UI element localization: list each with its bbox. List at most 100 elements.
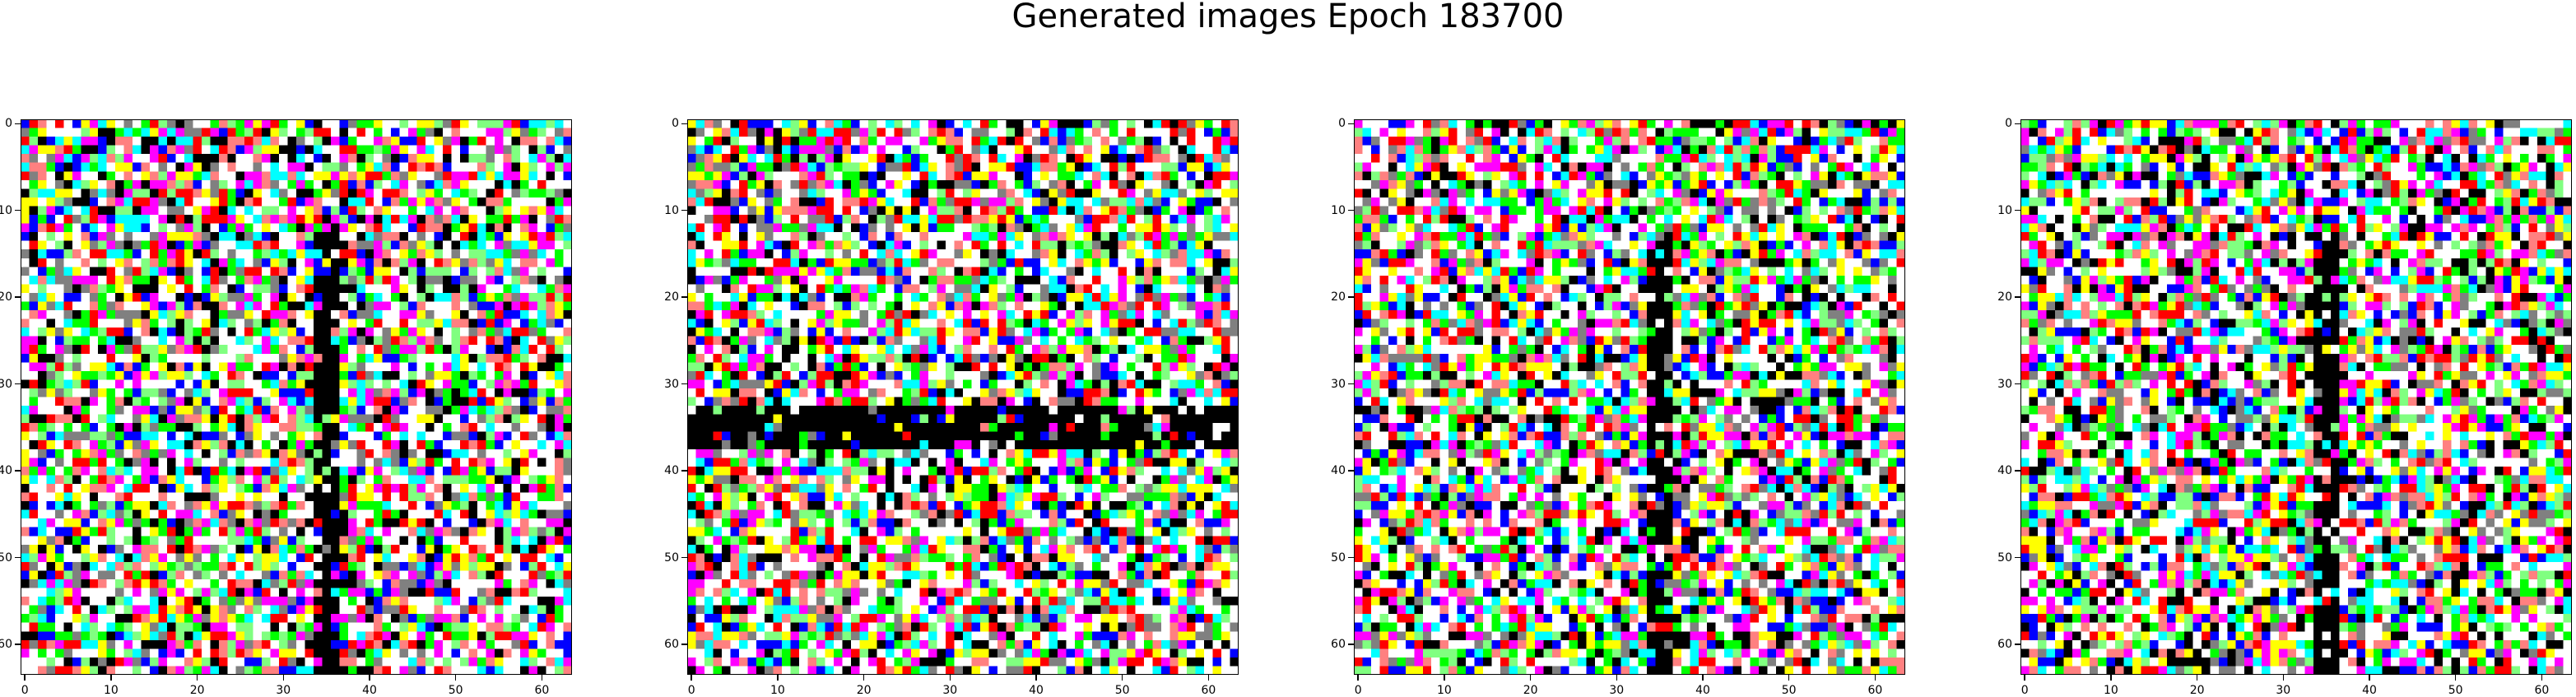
x-tick-label: 40 [1695, 684, 1710, 697]
x-tick-mark [196, 675, 198, 681]
y-tick-label: 30 [664, 377, 679, 391]
y-tick-mark [1348, 556, 1354, 559]
x-tick-mark [2024, 675, 2025, 681]
y-tick-mark [15, 470, 21, 472]
y-tick-label: 0 [2005, 117, 2012, 131]
y-tick-mark [1348, 470, 1354, 472]
y-tick-mark [2015, 296, 2020, 298]
x-tick-label: 10 [2104, 684, 2118, 697]
y-tick-mark [681, 383, 687, 385]
y-tick-mark [1348, 209, 1354, 211]
x-tick-label: 10 [770, 684, 785, 697]
y-tick-label: 20 [1997, 290, 2012, 304]
x-tick-mark [2369, 675, 2370, 681]
x-tick-mark [1207, 675, 1210, 681]
x-tick-mark [2110, 675, 2112, 681]
y-tick-label: 50 [1997, 551, 2012, 565]
x-tick-mark [369, 675, 370, 681]
x-tick-label: 0 [1354, 684, 1362, 697]
x-tick-label: 20 [189, 684, 205, 697]
y-tick-label: 50 [664, 551, 679, 565]
figure-title: Generated images Epoch 183700 [1011, 0, 1565, 35]
x-tick-mark [1616, 675, 1618, 681]
y-tick-mark [1348, 123, 1354, 125]
y-tick-label: 60 [1331, 638, 1346, 652]
y-tick-label: 30 [1997, 377, 2012, 391]
x-tick-label: 20 [1523, 684, 1538, 697]
y-tick-mark [2015, 556, 2020, 559]
y-tick-label: 10 [1997, 203, 2012, 217]
x-tick-mark [110, 675, 112, 681]
y-tick-label: 30 [1331, 377, 1346, 391]
x-tick-mark [2541, 675, 2543, 681]
y-tick-label: 40 [0, 464, 12, 478]
x-tick-mark [1874, 675, 1876, 681]
x-tick-label: 40 [1029, 684, 1044, 697]
x-tick-mark [1444, 675, 1445, 681]
axes-frame [2020, 119, 2572, 675]
y-tick-label: 40 [664, 464, 679, 478]
y-tick-mark [681, 644, 687, 645]
x-tick-label: 60 [1867, 684, 1883, 697]
generated-image-3 [1354, 119, 1905, 675]
x-tick-label: 0 [2020, 684, 2029, 697]
x-tick-mark [282, 675, 285, 681]
x-tick-mark [541, 675, 543, 681]
x-tick-label: 60 [534, 684, 550, 697]
x-tick-mark [949, 675, 951, 681]
y-tick-mark [15, 556, 21, 559]
x-tick-mark [2196, 675, 2198, 681]
y-tick-label: 0 [5, 117, 12, 131]
x-tick-mark [863, 675, 865, 681]
y-tick-mark [2015, 644, 2020, 645]
y-tick-mark [15, 123, 21, 125]
x-tick-label: 40 [2362, 684, 2377, 697]
x-tick-label: 60 [2534, 684, 2550, 697]
y-tick-label: 60 [1997, 638, 2012, 652]
x-tick-label: 30 [1609, 684, 1625, 697]
x-tick-label: 40 [362, 684, 377, 697]
y-tick-label: 20 [1331, 290, 1346, 304]
x-tick-mark [1035, 675, 1037, 681]
y-tick-mark [1348, 383, 1354, 385]
generated-image-panel-2: 0 10 20 30 40 50 60 0 10 20 30 40 50 60 [664, 118, 1239, 696]
y-tick-label: 60 [0, 638, 12, 652]
x-tick-label: 0 [21, 684, 29, 697]
generated-image-4 [2020, 119, 2572, 675]
y-tick-mark [681, 209, 687, 211]
y-tick-label: 10 [0, 203, 12, 217]
y-tick-mark [2015, 209, 2020, 211]
x-tick-label: 10 [1437, 684, 1452, 697]
x-tick-label: 20 [856, 684, 872, 697]
x-tick-label: 30 [2276, 684, 2291, 697]
x-tick-mark [2282, 675, 2285, 681]
y-tick-mark [681, 296, 687, 298]
y-tick-mark [15, 644, 21, 645]
y-tick-label: 40 [1997, 464, 2012, 478]
y-tick-label: 20 [0, 290, 12, 304]
x-tick-label: 0 [687, 684, 695, 697]
y-tick-mark [681, 470, 687, 472]
y-tick-label: 60 [664, 638, 679, 652]
generated-image-panel-4: 0 10 20 30 40 50 60 0 10 20 30 40 50 60 [1997, 118, 2572, 696]
x-tick-label: 50 [448, 684, 463, 697]
y-tick-mark [2015, 123, 2020, 125]
y-tick-mark [681, 123, 687, 125]
x-tick-mark [1121, 675, 1123, 681]
y-tick-mark [15, 296, 21, 298]
x-tick-mark [1788, 675, 1790, 681]
y-tick-label: 10 [1331, 203, 1346, 217]
axes-frame [687, 119, 1239, 675]
x-tick-mark [2454, 675, 2457, 681]
x-tick-label: 50 [1114, 684, 1130, 697]
x-tick-label: 20 [2189, 684, 2205, 697]
y-tick-label: 20 [664, 290, 679, 304]
y-tick-mark [2015, 383, 2020, 385]
y-tick-label: 50 [1331, 551, 1346, 565]
y-tick-label: 10 [664, 203, 679, 217]
x-tick-label: 30 [276, 684, 291, 697]
generated-image-panel-3: 0 10 20 30 40 50 60 0 10 20 30 40 50 60 [1331, 118, 1905, 696]
x-tick-mark [777, 675, 779, 681]
x-tick-mark [690, 675, 692, 681]
x-tick-label: 10 [104, 684, 119, 697]
